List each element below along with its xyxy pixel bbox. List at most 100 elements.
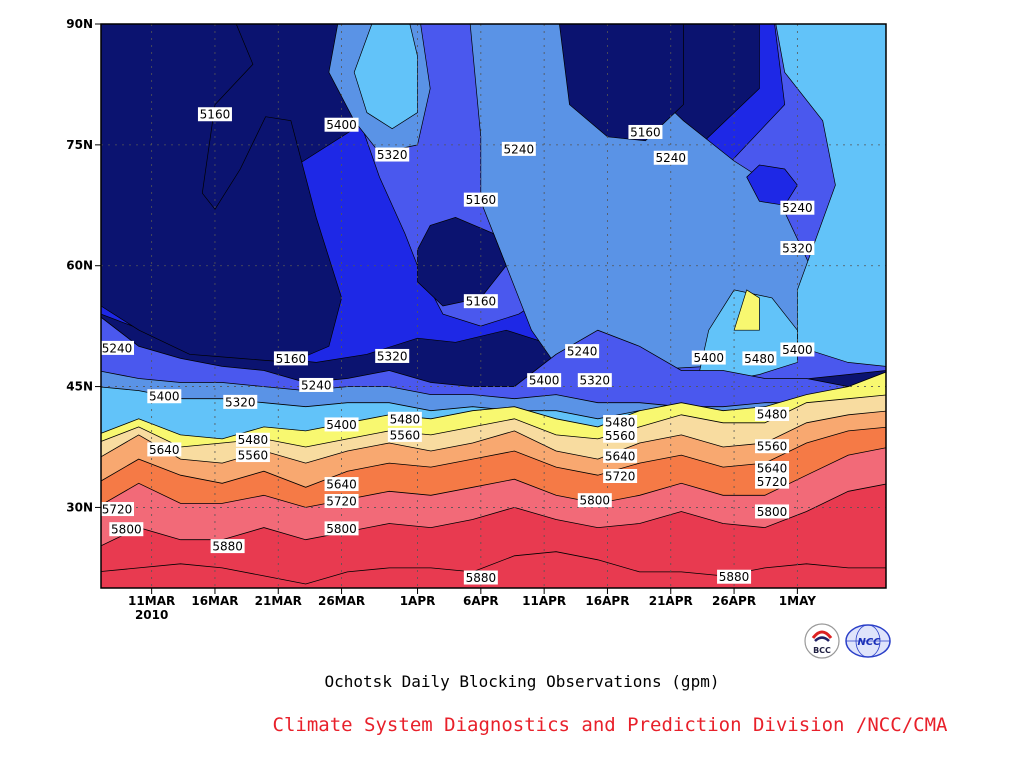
contour-label-bg	[324, 493, 359, 508]
x-tick-label: 16MAR	[191, 594, 238, 608]
contour-label: 5400	[780, 342, 815, 357]
contour-label-text: 5320	[225, 395, 256, 409]
x-tick-label: 26MAR	[318, 594, 365, 608]
chart-title: Ochotsk Daily Blocking Observations (gpm…	[324, 672, 720, 691]
contour-label-text: 5480	[238, 433, 269, 447]
contour-label-text: 5720	[326, 494, 357, 508]
fill-band-5160-north	[559, 24, 684, 142]
contour-label-bg	[324, 117, 359, 132]
contour-label-bg	[653, 150, 688, 165]
contour-label: 5320	[223, 394, 258, 409]
contour-label-text: 5880	[466, 571, 497, 585]
contour-label: 5880	[717, 569, 752, 584]
contour-label-text: 5160	[200, 108, 231, 122]
contour-label: 5240	[565, 344, 600, 359]
contour-label-text: 5160	[466, 193, 497, 207]
contour-label-text: 5320	[377, 349, 408, 363]
y-tick-label: 90N	[66, 17, 93, 31]
contour-label: 5320	[375, 147, 410, 162]
contour-label: 5480	[235, 432, 270, 447]
contour-label-bg	[324, 521, 359, 536]
contour-label-bg	[603, 448, 638, 463]
x-tick-label: 1APR	[400, 594, 436, 608]
fill-band-5480-pocket	[733, 289, 760, 331]
contour-label: 5240	[100, 340, 134, 355]
contour-label-text: 5160	[466, 295, 497, 309]
x-tick-label: 6APR	[463, 594, 499, 608]
contour-label-bg	[235, 448, 270, 463]
contour-label-text: 5240	[102, 341, 133, 355]
contour-label-text: 5640	[757, 461, 788, 475]
contour-label-bg	[387, 411, 422, 426]
contour-label-text: 5800	[111, 523, 142, 537]
contour-label: 5800	[755, 504, 790, 519]
y-tick-label: 45N	[66, 380, 93, 394]
contour-label-text: 5480	[744, 352, 775, 366]
x-tick-label: 11MAR	[128, 594, 175, 608]
contour-label: 5640	[147, 442, 182, 457]
y-axis: 30N 45N 60N 75N 90N	[66, 17, 101, 514]
contour-label-text: 5400	[693, 351, 724, 365]
contour-label-bg	[324, 417, 359, 432]
contour-label-bg	[527, 373, 562, 388]
x-tick-label: 1MAY	[779, 594, 816, 608]
contour-label: 5400	[527, 373, 562, 388]
contour-label: 5800	[324, 521, 359, 536]
contour-label-bg	[742, 351, 777, 366]
contour-label-bg	[147, 442, 182, 457]
contour-label: 5560	[235, 448, 270, 463]
contour-label-text: 5320	[782, 241, 813, 255]
contour-label: 5640	[755, 460, 790, 475]
contour-label: 5640	[603, 448, 638, 463]
contour-label-text: 5400	[782, 343, 813, 357]
contour-label: 5880	[463, 570, 498, 585]
contour-label-bg	[387, 427, 422, 442]
x-tick-label: 26APR	[712, 594, 756, 608]
contour-label: 5880	[210, 539, 245, 554]
contour-label: 5240	[653, 150, 688, 165]
contour-label-text: 5400	[326, 118, 357, 132]
contour-label-bg	[691, 350, 726, 365]
y-tick-label: 75N	[66, 138, 93, 152]
division-credit: Climate System Diagnostics and Predictio…	[272, 714, 948, 736]
contour-label-text: 5800	[580, 494, 611, 508]
contour-label-bg	[755, 406, 790, 421]
contour-label-bg	[273, 351, 308, 366]
contour-label: 5480	[742, 351, 777, 366]
contour-label: 5160	[628, 124, 663, 139]
contour-label-text: 5480	[605, 416, 636, 430]
contour-label-text: 5640	[326, 478, 357, 492]
contour-label: 5160	[463, 294, 498, 309]
contour-label: 5640	[324, 477, 359, 492]
contour-label-text: 5560	[757, 440, 788, 454]
contour-label: 5560	[603, 428, 638, 443]
contour-label-bg	[755, 474, 790, 489]
contour-label: 5400	[324, 117, 359, 132]
contour-label: 5720	[100, 502, 134, 517]
contour-label-text: 5320	[580, 374, 611, 388]
contour-label: 5320	[577, 373, 612, 388]
contour-label-bg	[717, 569, 752, 584]
contour-label-text: 5400	[149, 390, 180, 404]
contour-label-text: 5560	[390, 428, 421, 442]
contour-label-bg	[463, 294, 498, 309]
contour-label: 5720	[324, 493, 359, 508]
contour-label: 5560	[387, 427, 422, 442]
contour-label-text: 5240	[301, 378, 332, 392]
x-tick-label: 21MAR	[255, 594, 302, 608]
contour-label: 5320	[375, 348, 410, 363]
fill-band-5480-north	[353, 24, 418, 130]
contour-label-text: 5240	[567, 345, 598, 359]
contour-label-text: 5560	[605, 429, 636, 443]
contour-label-text: 5880	[212, 540, 243, 554]
contour-label-bg	[780, 342, 815, 357]
contour-label-text: 5320	[377, 148, 408, 162]
contour-label: 5400	[147, 389, 182, 404]
contour-label-text: 5160	[630, 125, 661, 139]
contour-label: 5480	[603, 415, 638, 430]
contour-label-bg	[147, 389, 182, 404]
x-tick-label: 21APR	[649, 594, 693, 608]
fill-band-5160-center	[417, 217, 507, 307]
